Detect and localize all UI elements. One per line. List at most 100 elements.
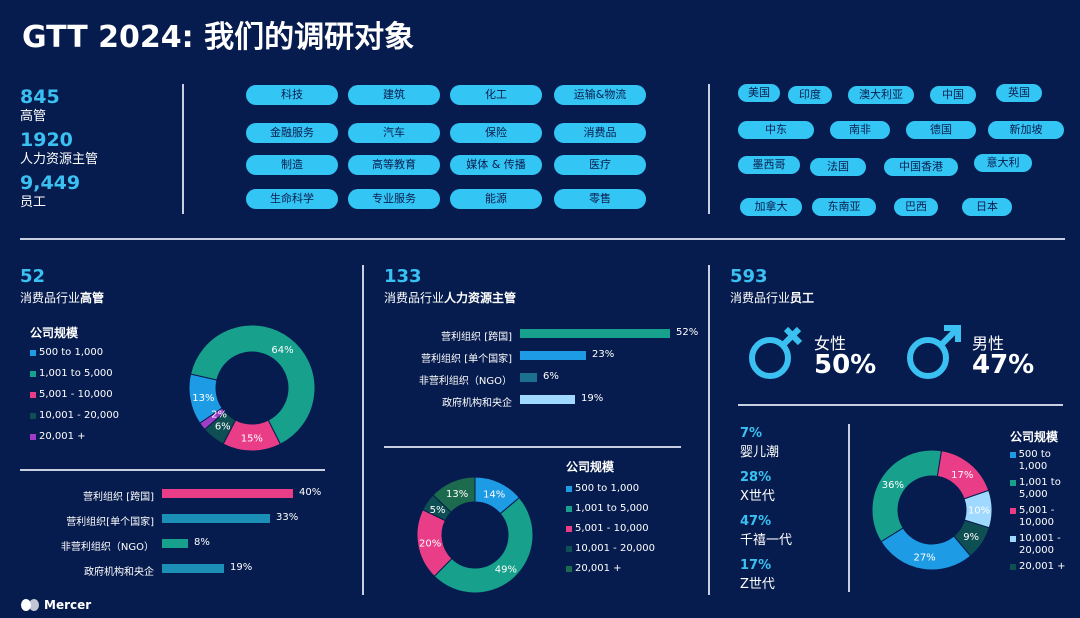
legend-label: 10,001 - 20,000	[39, 410, 119, 421]
generation-item: 7% 婴儿潮	[740, 426, 792, 470]
industry-tag: 运输&物流	[554, 85, 646, 105]
bar-value: 19%	[581, 393, 604, 404]
donut-label: 13%	[192, 393, 214, 404]
bar-row: 营利组织 [跨国] 52%	[384, 326, 704, 348]
country-tag: 法国	[810, 158, 866, 176]
legend-item: 1,001 to 5,000	[1010, 477, 1078, 501]
hr-section-header: 133 消费品行业人力资源主管	[384, 266, 516, 306]
bar-row: 营利组织 [单个国家] 23%	[384, 348, 704, 370]
generation-name: 千禧一代	[740, 533, 793, 548]
stat-label: 高管	[20, 109, 47, 124]
donut-label: 13%	[446, 489, 468, 500]
bar-row: 营利组织 [跨国] 40%	[20, 486, 340, 511]
legend-swatch	[30, 371, 36, 377]
emp-count: 593	[730, 266, 768, 287]
legend-item: 500 to 1,000	[1010, 449, 1078, 473]
hr-legend: 公司规模 500 to 1,000 1,001 to 5,000 5,001 - 1…	[566, 458, 655, 583]
emp-company-size-donut: 27% 36% 17% 10% 9%	[871, 449, 993, 571]
donut-slice	[432, 476, 476, 513]
country-tag: 巴西	[894, 198, 938, 216]
bar-value: 33%	[276, 512, 299, 523]
bar	[162, 489, 293, 498]
country-tag: 英国	[996, 84, 1042, 102]
total-stats: 845 高管 1920 人力资源主管 9,449 员工	[20, 86, 98, 211]
stat-label: 人力资源主管	[20, 152, 99, 167]
legend-swatch	[1010, 508, 1016, 514]
legend-item: 10,001 - 20,000	[30, 410, 119, 422]
generation-item: 47% 千禧一代	[740, 514, 792, 558]
bar-row: 政府机构和央企 19%	[384, 392, 704, 414]
divider	[848, 424, 850, 592]
generation-breakdown: 7% 婴儿潮 28% X世代 47% 千禧一代 17% Z世代	[740, 426, 792, 602]
divider	[20, 469, 325, 471]
mercer-mark-icon	[21, 599, 39, 611]
generation-percent: 28%	[740, 470, 772, 485]
divider	[738, 404, 1063, 406]
legend-label: 1,001 to 5,000	[39, 368, 113, 379]
industry-tag: 医疗	[554, 155, 646, 175]
legend-swatch	[1010, 536, 1016, 542]
donut-label: 14%	[483, 490, 505, 501]
legend-label: 500 to 1,000	[1018, 449, 1051, 472]
generation-percent: 47%	[740, 514, 772, 529]
legend-label: 20,001 +	[1019, 561, 1066, 572]
emp-subtitle: 消费品行业员工	[730, 289, 814, 306]
country-tag: 加拿大	[740, 198, 802, 216]
legend-swatch	[30, 434, 36, 440]
bar-row: 非营利组织（NGO） 8%	[20, 536, 340, 561]
page-title: GTT 2024: 我们的调研对象	[22, 20, 415, 55]
country-tag: 美国	[738, 84, 780, 102]
donut-slice	[199, 407, 226, 431]
subtitle-bold: 员工	[790, 291, 815, 305]
bar-label: 政府机构和央企	[442, 398, 512, 409]
industry-tag: 媒体 & 传播	[450, 155, 542, 175]
male-symbol-icon	[907, 325, 961, 379]
legend-item: 1,001 to 5,000	[30, 368, 119, 380]
legend-title: 公司规模	[1010, 430, 1059, 444]
donut-slice	[953, 519, 990, 557]
legend-swatch	[1010, 480, 1016, 486]
female-percent: 50%	[814, 350, 877, 380]
donut-label: 64%	[271, 345, 293, 356]
hr-count: 133	[384, 266, 422, 287]
legend-label: 1,001 to 5,000	[1019, 477, 1061, 500]
divider	[708, 84, 710, 214]
female-label: 女性	[814, 334, 847, 353]
legend-swatch	[566, 546, 572, 552]
legend-swatch	[30, 392, 36, 398]
bar-row: 政府机构和央企 19%	[20, 561, 340, 586]
divider	[362, 265, 364, 595]
donut-label: 10%	[968, 505, 990, 516]
legend-list: 500 to 1,000 1,001 to 5,000 5,001 - 10,000…	[1010, 449, 1078, 573]
hr-company-size-donut: 14% 49% 20% 5%13%	[416, 476, 534, 594]
donut-label: 20%	[419, 539, 441, 550]
country-tag: 东南亚	[812, 198, 876, 216]
donut-label: 17%	[951, 470, 973, 481]
bar-value: 40%	[299, 487, 322, 498]
donut-label: 6%	[215, 421, 231, 432]
generation-name: 婴儿潮	[740, 445, 780, 460]
donut-label: 49%	[495, 564, 517, 575]
subtitle-bold: 高管	[80, 291, 105, 305]
legend-label: 500 to 1,000	[575, 483, 640, 494]
legend-swatch	[566, 486, 572, 492]
bar	[520, 329, 670, 338]
legend-item: 500 to 1,000	[30, 347, 119, 359]
industry-tag: 能源	[450, 189, 542, 209]
divider	[384, 446, 681, 448]
industry-tag: 零售	[554, 189, 646, 209]
bar-value: 23%	[592, 349, 615, 360]
emp-section-header: 593 消费品行业员工	[730, 266, 814, 306]
subtitle-prefix: 消费品行业	[730, 291, 791, 305]
legend-swatch	[566, 526, 572, 532]
legend-label: 5,001 - 10,000	[575, 523, 649, 534]
legend-item: 5,001 - 10,000	[30, 389, 119, 401]
bar	[520, 395, 575, 404]
bar-label: 营利组织 [单个国家]	[421, 354, 512, 365]
legend-label: 5,001 - 10,000	[39, 389, 113, 400]
generation-name: X世代	[740, 489, 775, 504]
legend-item: 500 to 1,000	[566, 483, 655, 495]
hr-subtitle: 消费品行业人力资源主管	[384, 289, 516, 306]
legend-swatch	[30, 350, 36, 356]
donut-label: 5%	[430, 505, 446, 516]
